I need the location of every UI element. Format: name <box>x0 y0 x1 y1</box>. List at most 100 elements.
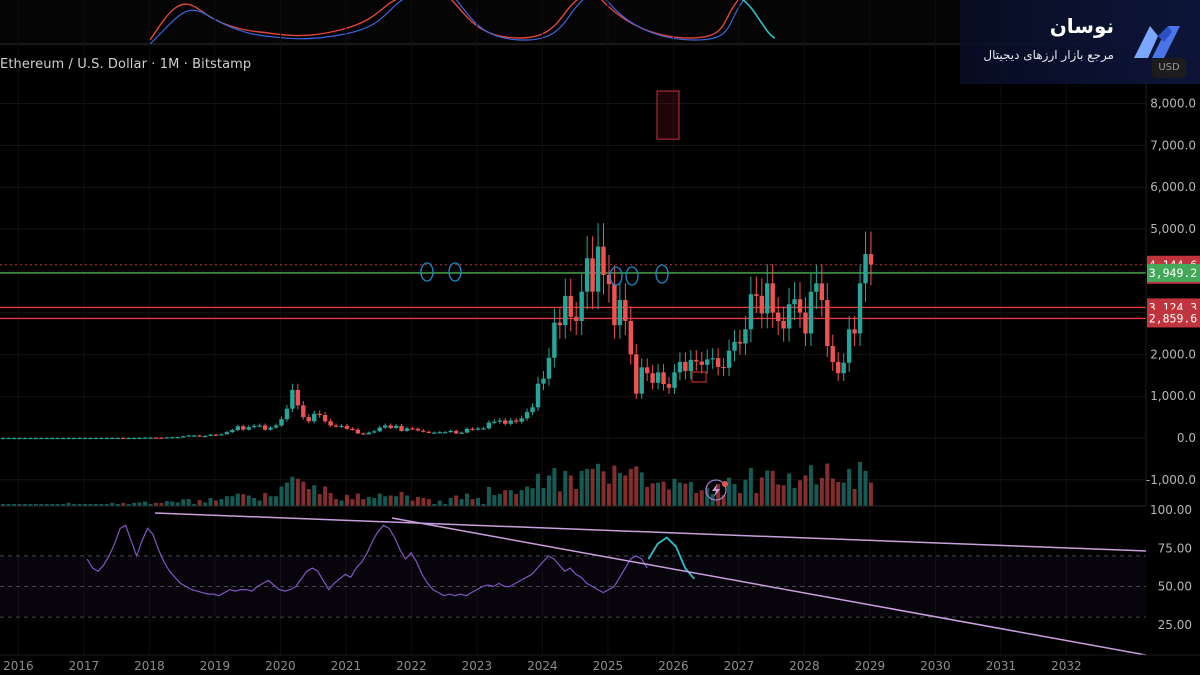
volume-bar <box>6 504 11 506</box>
candle <box>443 432 448 434</box>
candle <box>628 320 633 355</box>
volume-bar <box>148 504 153 506</box>
volume-bar <box>181 499 186 506</box>
volume-bar <box>617 473 622 506</box>
candle <box>459 432 464 434</box>
volume-bar <box>541 487 546 506</box>
brand-logo-icon <box>1134 26 1180 58</box>
candle <box>339 425 344 428</box>
candle <box>781 320 786 329</box>
x-tick-label: 2030 <box>920 659 951 673</box>
candle <box>617 300 623 326</box>
candle <box>705 359 710 365</box>
currency-unit-label[interactable]: USD <box>1152 58 1186 78</box>
rsi-tick-label: 75.00 <box>1158 541 1192 555</box>
candle <box>508 420 513 424</box>
volume-bar <box>503 490 508 506</box>
volume-bar <box>781 485 786 506</box>
lightning-icon-ring <box>705 479 727 501</box>
volume-bar <box>39 504 44 506</box>
y-tick-label: -1,000.0 <box>1146 473 1196 487</box>
volume-bar <box>519 490 524 506</box>
candle <box>66 437 71 440</box>
candle <box>328 421 333 426</box>
candle <box>524 412 530 419</box>
volume-bar <box>536 473 541 506</box>
candle <box>317 413 322 416</box>
price-tag: 2,859.6 <box>1147 309 1200 328</box>
x-tick-label: 2019 <box>200 659 231 673</box>
candle <box>786 304 792 329</box>
x-tick-label: 2017 <box>69 659 100 673</box>
candle <box>797 299 803 313</box>
volume-bar <box>585 468 590 506</box>
x-tick-label: 2026 <box>658 659 689 673</box>
x-tick-label: 2018 <box>134 659 165 673</box>
y-tick-label: 5,000.0 <box>1150 222 1196 236</box>
candle <box>399 425 404 431</box>
volume-bar <box>656 482 661 506</box>
candle <box>186 435 191 437</box>
volume-bar <box>213 500 218 506</box>
volume-bar <box>66 502 71 506</box>
candle <box>404 428 410 431</box>
candle <box>743 329 748 344</box>
candle <box>530 407 535 413</box>
candle <box>432 432 437 434</box>
volume-bar <box>28 504 33 506</box>
grid-lines <box>0 0 1146 655</box>
volume-bar <box>454 495 459 506</box>
volume-bar <box>465 493 470 506</box>
candle <box>366 432 371 435</box>
candle <box>606 274 612 285</box>
volume-bar <box>72 504 77 506</box>
volume-bar <box>770 470 775 506</box>
candle <box>197 435 202 437</box>
candle <box>219 434 224 436</box>
price-tag: 3,949.2 <box>1147 263 1200 282</box>
price-box-annotation <box>691 371 707 383</box>
candle <box>295 389 301 406</box>
candle <box>688 359 694 372</box>
rsi-line <box>86 524 648 597</box>
volume-bar <box>246 495 251 506</box>
candle <box>410 428 415 430</box>
volume-bar <box>235 493 240 506</box>
candle <box>830 346 835 362</box>
candle <box>257 425 262 427</box>
candle <box>535 383 541 408</box>
volume-bar <box>808 465 813 506</box>
candle <box>202 435 208 438</box>
volume-bar <box>525 486 530 506</box>
volume-bar <box>284 482 289 506</box>
candle <box>355 429 361 434</box>
volume-bar <box>759 477 764 506</box>
x-tick-label: 2023 <box>462 659 493 673</box>
volume-bar <box>241 494 246 506</box>
volume-bar <box>224 496 229 506</box>
volume-bar <box>688 481 693 506</box>
candle <box>284 408 290 420</box>
volume-bar <box>306 489 311 506</box>
volume-bar <box>437 500 442 506</box>
candle <box>322 415 328 422</box>
candle <box>868 254 874 265</box>
candle <box>230 430 235 433</box>
candle <box>481 428 486 430</box>
indicator-projection <box>741 0 776 39</box>
candle <box>677 361 683 373</box>
volume-bar <box>153 502 158 506</box>
rsi-tick-label: 50.00 <box>1158 580 1192 594</box>
top-indicator-strip <box>0 0 1146 46</box>
candle <box>836 361 841 374</box>
candle <box>39 437 44 440</box>
y-tick-label: 7,000.0 <box>1150 138 1196 152</box>
candle <box>448 430 453 433</box>
peak-circle-annotation <box>655 264 669 284</box>
volume-bar <box>159 502 164 506</box>
volume-bar <box>557 491 562 506</box>
candle <box>666 384 672 388</box>
candle <box>655 372 661 383</box>
volume-bar <box>295 478 300 506</box>
candle <box>17 437 22 440</box>
